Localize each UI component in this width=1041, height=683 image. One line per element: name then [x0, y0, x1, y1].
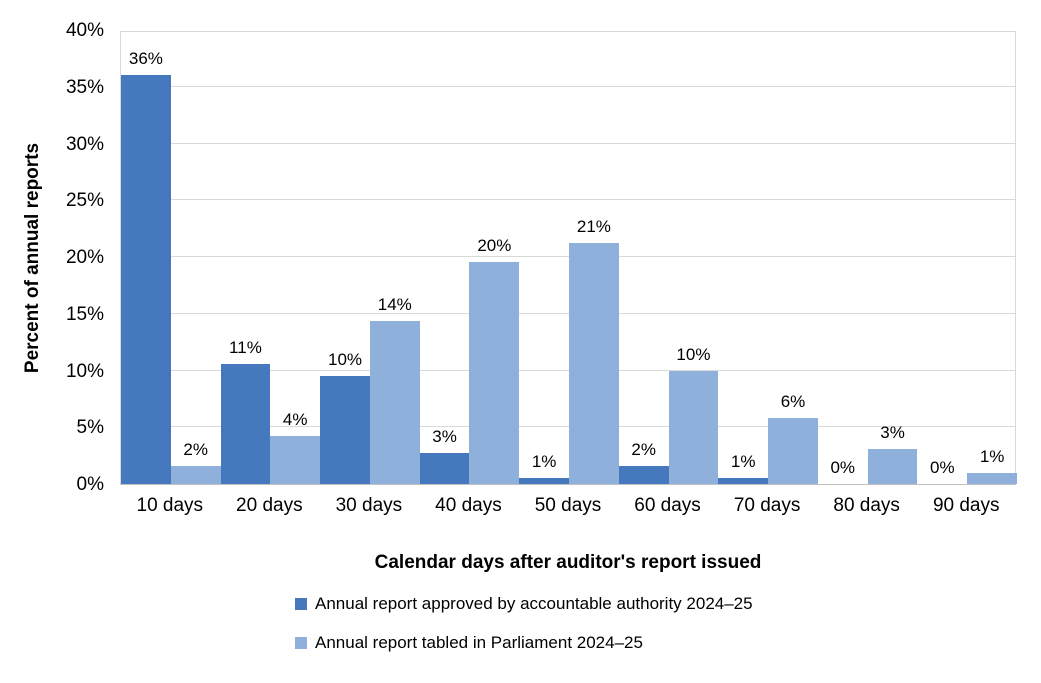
y-tick-label: 15% [65, 303, 104, 325]
bar-series1-40-days [469, 261, 520, 484]
data-label: 36% [128, 49, 163, 69]
gridline [121, 426, 1015, 428]
gridline [121, 142, 1015, 144]
bar-series0-40-days [419, 453, 470, 484]
x-tick-label: 10 days [136, 495, 204, 516]
bar-series0-70-days [718, 478, 769, 484]
data-label: 4% [282, 410, 308, 430]
y-tick-label: 20% [65, 247, 104, 268]
gridline [121, 199, 1015, 201]
data-label: 6% [780, 392, 806, 412]
data-label: 11% [229, 337, 262, 357]
x-tick-label: 90 days [932, 495, 1000, 516]
data-label: 3% [880, 422, 905, 442]
legend-label: Annual report tabled in Parliament 2024–… [315, 633, 643, 652]
bar-series1-50-days [569, 243, 619, 484]
bar-series0-60-days [618, 465, 669, 484]
x-tick-label: 50 days [534, 495, 602, 516]
x-tick-label: 60 days [634, 495, 701, 516]
bar-series1-80-days [867, 448, 918, 484]
legend-label: Annual report approved by accountable au… [315, 594, 753, 613]
y-tick-label: 40% [65, 20, 104, 41]
data-label: 21% [576, 217, 611, 237]
data-label: 10% [327, 350, 363, 370]
data-label: 1% [531, 452, 557, 472]
data-label: 0% [830, 458, 856, 477]
y-tick-label: 25% [65, 190, 104, 212]
y-tick-label: 0% [76, 474, 104, 495]
data-label: 20% [477, 235, 512, 255]
bar-series1-90-days [967, 472, 1017, 484]
bar-series0-50-days [519, 478, 569, 484]
y-tick-label: 5% [76, 417, 104, 439]
bar-series0-10-days [121, 75, 171, 484]
legend-swatch-icon [295, 637, 307, 649]
y-tick-label: 10% [65, 360, 104, 382]
bar-series0-30-days [320, 376, 370, 484]
data-label: 0% [930, 458, 955, 477]
data-label: 14% [377, 294, 412, 314]
bar-series0-20-days [220, 363, 271, 484]
bar-series1-30-days [369, 320, 420, 484]
x-tick-label: 70 days [733, 495, 801, 516]
y-tick-label: 35% [65, 76, 104, 98]
gridline [121, 369, 1015, 371]
gridline [121, 312, 1015, 314]
bar-series1-70-days [768, 418, 818, 484]
x-tick-label: 80 days [833, 495, 900, 516]
x-axis-title: Calendar days after auditor's report iss… [374, 552, 762, 573]
x-tick-label: 20 days [236, 495, 303, 516]
bar-series1-60-days [668, 370, 719, 484]
data-label: 2% [183, 439, 208, 459]
gridline [121, 256, 1015, 257]
data-label: 3% [432, 427, 457, 447]
data-label: 10% [676, 344, 711, 364]
x-tick-label: 40 days [435, 495, 502, 516]
plot-area: 36% 11% 10% 3% 1% 2% 1% 0% 0% 2% 4% 14% 20% 21% 10% 6% 3… [120, 31, 1017, 485]
data-label: 2% [631, 439, 656, 459]
data-label: 1% [730, 452, 756, 472]
bar-series1-20-days [270, 436, 321, 484]
legend-swatch-icon [295, 598, 307, 610]
legend-item: Annual report tabled in Parliament 2024–… [295, 632, 753, 654]
x-tick-label: 30 days [335, 495, 403, 516]
legend-item: Annual report approved by accountable au… [295, 593, 753, 615]
gridline [121, 85, 1015, 87]
legend: Annual report approved by accountable au… [295, 593, 753, 654]
y-tick-label: 30% [65, 133, 104, 155]
data-label: 1% [979, 446, 1005, 466]
bar-series1-10-days [170, 465, 221, 484]
